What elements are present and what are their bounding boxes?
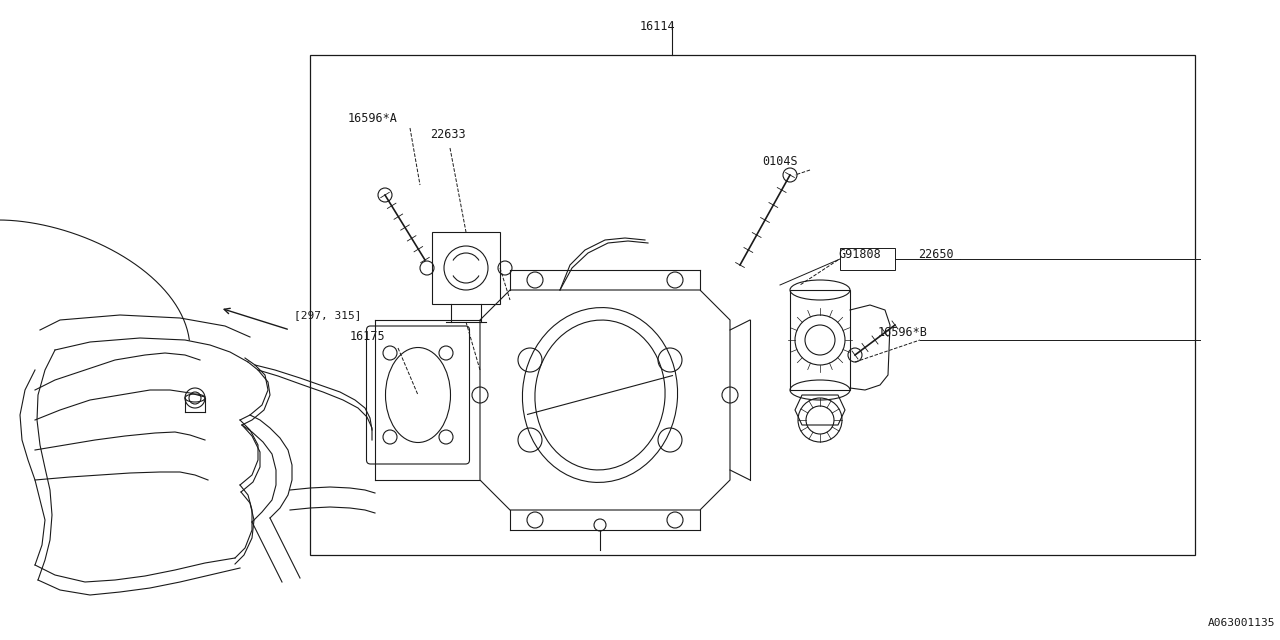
Text: 22650: 22650: [918, 248, 954, 261]
Text: G91808: G91808: [838, 248, 881, 261]
Text: 16596*A: 16596*A: [348, 112, 398, 125]
Text: 0104S: 0104S: [762, 155, 797, 168]
Text: [297, 315]: [297, 315]: [294, 310, 361, 320]
Text: 22633: 22633: [430, 128, 466, 141]
Bar: [310, 55, 1196, 555]
Bar: [840, 248, 895, 270]
Text: A063001135: A063001135: [1207, 618, 1275, 628]
Text: 16596*B: 16596*B: [878, 326, 928, 339]
Text: 16175: 16175: [349, 330, 385, 343]
Bar: [433, 232, 500, 304]
Bar: [790, 290, 850, 390]
Text: 16114: 16114: [640, 20, 676, 33]
